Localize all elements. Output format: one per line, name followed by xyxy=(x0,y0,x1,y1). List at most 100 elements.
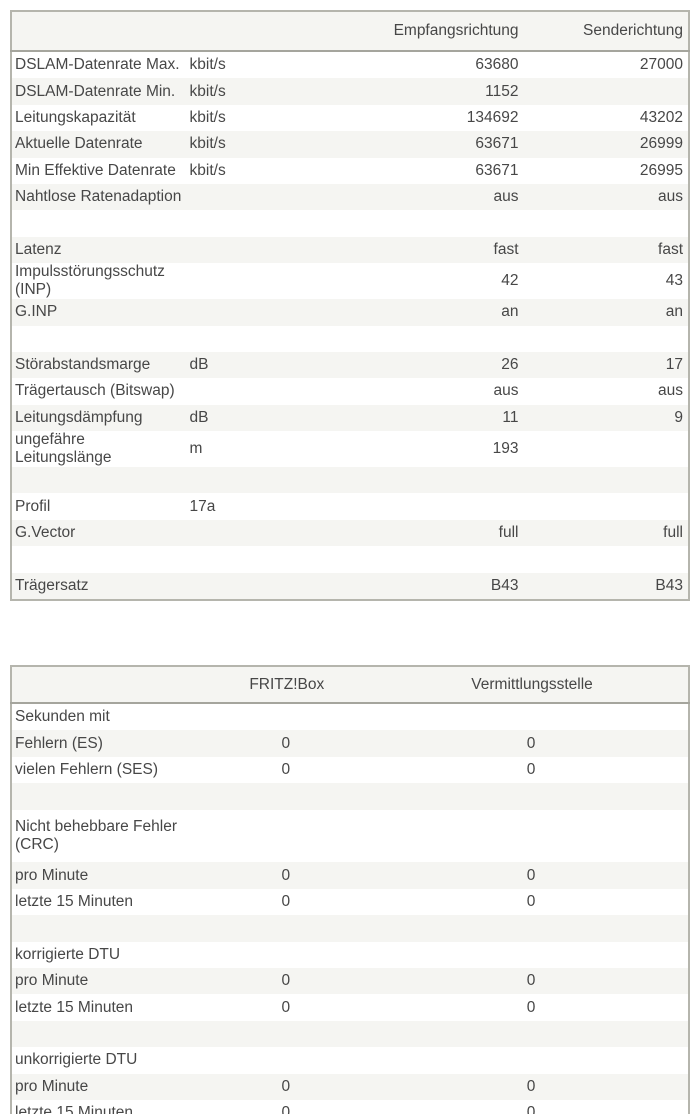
row-unit: kbit/s xyxy=(189,135,226,153)
row-label: vielen Fehlern (SES) xyxy=(15,761,159,778)
table-row: letzte 15 Minuten 0 0 xyxy=(11,889,689,915)
row-unit: dB xyxy=(189,356,209,374)
row-unit: kbit/s xyxy=(189,108,226,126)
header-spacer xyxy=(11,11,187,52)
rx-value xyxy=(330,546,524,572)
header-fritzbox: FRITZ!Box xyxy=(197,666,377,705)
rx-value: an xyxy=(501,303,519,321)
vermittlungsstelle-value xyxy=(376,915,689,941)
row-label: Trägertausch (Bitswap) xyxy=(15,382,175,400)
header-spacer xyxy=(186,11,330,52)
row-unit xyxy=(187,299,330,325)
row-label: Leitungskapazität xyxy=(15,108,136,126)
row-unit xyxy=(187,263,330,299)
fritzbox-value xyxy=(198,1047,377,1073)
fritzbox-value xyxy=(198,915,377,941)
row-label: Profil xyxy=(15,497,51,515)
row-label xyxy=(11,467,187,493)
vermittlungsstelle-value: 0 xyxy=(526,892,536,910)
row-unit xyxy=(187,378,330,404)
row-label: letzte 15 Minuten xyxy=(15,892,134,910)
row-unit xyxy=(187,326,330,352)
row-label xyxy=(11,546,187,572)
table-row: DSLAM-Datenrate Min. kbit/s 1152 xyxy=(11,78,689,105)
table-row: unkorrigierte DTU xyxy=(11,1047,689,1073)
row-label: unkorrigierte DTU xyxy=(15,1051,138,1069)
rx-value: B43 xyxy=(490,576,519,594)
vermittlungsstelle-value xyxy=(376,783,689,809)
tx-value: 26995 xyxy=(639,161,683,179)
fritzbox-value: 0 xyxy=(281,761,291,778)
tx-value: aus xyxy=(658,188,683,206)
row-label: G.Vector xyxy=(15,524,76,542)
row-label: Störabstandsmarge xyxy=(15,356,151,374)
table-row: Fehlern (ES) 0 0 xyxy=(11,730,689,757)
tx-value: 17 xyxy=(665,356,683,374)
row-label: letzte 15 Minuten xyxy=(15,1104,134,1114)
row-label: DSLAM-Datenrate Max. xyxy=(15,56,180,74)
tx-value xyxy=(524,467,690,493)
vermittlungsstelle-value: 0 xyxy=(526,1104,536,1114)
header-empfangsrichtung: Empfangsrichtung xyxy=(329,11,524,52)
table-row: Nahtlose Ratenadaption aus aus xyxy=(11,183,689,211)
fritzbox-value xyxy=(198,703,377,730)
fritzbox-value xyxy=(198,810,377,863)
dsl-information-page: { "colors": { "page_background": "#fffff… xyxy=(0,10,698,1114)
vermittlungsstelle-value: 0 xyxy=(526,866,536,884)
tx-value: an xyxy=(665,303,683,321)
fritzbox-value: 0 xyxy=(281,1104,291,1114)
tx-value: aus xyxy=(658,382,683,400)
vermittlungsstelle-value xyxy=(376,810,689,863)
row-label: Impulsstörungsschutz (INP) xyxy=(15,263,165,299)
table-row: pro Minute 0 0 xyxy=(11,1073,689,1100)
table-row xyxy=(11,1020,689,1048)
table-row xyxy=(11,467,690,494)
table-row: pro Minute 0 0 xyxy=(11,862,689,889)
row-unit xyxy=(187,573,330,600)
table-row: DSLAM-Datenrate Max. kbit/s 63680 27000 xyxy=(11,51,689,78)
row-unit: m xyxy=(189,440,203,458)
row-unit: kbit/s xyxy=(189,82,226,100)
table-row: vielen Fehlern (SES) 0 0 xyxy=(11,757,689,783)
rx-value: 11 xyxy=(502,408,519,426)
vermittlungsstelle-value xyxy=(376,1047,689,1073)
row-label: pro Minute xyxy=(15,972,89,990)
rx-value xyxy=(330,326,524,352)
row-label: ungefähre Leitungslänge xyxy=(15,431,112,467)
vermittlungsstelle-value xyxy=(376,942,689,968)
fritzbox-value: 0 xyxy=(281,866,291,884)
row-label: korrigierte DTU xyxy=(15,945,121,963)
rx-value: 63680 xyxy=(475,56,519,74)
fritzbox-value xyxy=(198,783,377,809)
vermittlungsstelle-value xyxy=(376,1021,689,1047)
table-row xyxy=(11,326,689,352)
table-row: G.INP an an xyxy=(11,299,689,326)
row-label: Aktuelle Datenrate xyxy=(15,135,143,153)
row-label xyxy=(11,210,187,236)
row-label: Leitungsdämpfung xyxy=(15,408,143,426)
table-row: Sekunden mit xyxy=(11,703,689,730)
header-senderichtung: Senderichtung xyxy=(523,11,689,52)
rx-value xyxy=(330,467,524,493)
tx-value: B43 xyxy=(655,576,683,594)
fritzbox-value: 0 xyxy=(281,972,291,990)
tx-value: 43202 xyxy=(639,108,683,126)
table-row: Profil 17a xyxy=(11,493,689,519)
vermittlungsstelle-value: 0 xyxy=(526,761,536,778)
row-label: G.INP xyxy=(15,303,58,321)
row-unit xyxy=(187,184,330,210)
vermittlungsstelle-value: 0 xyxy=(526,998,536,1016)
table-row: Latenz fast fast xyxy=(11,236,689,264)
row-label: pro Minute xyxy=(15,866,89,884)
table-row: Störabstandsmarge dB 26 17 xyxy=(11,351,689,379)
row-label: DSLAM-Datenrate Min. xyxy=(15,82,176,100)
tx-value: 27000 xyxy=(639,56,683,74)
tx-value xyxy=(524,493,690,519)
fritzbox-value: 0 xyxy=(281,892,291,910)
fritzbox-value: 0 xyxy=(281,1077,291,1095)
table-row: Nicht behebbare Fehler (CRC) xyxy=(11,810,689,863)
rx-value: 42 xyxy=(501,272,519,290)
table-row: letzte 15 Minuten 0 0 xyxy=(11,994,689,1020)
row-unit: 17a xyxy=(189,497,216,515)
table-row: Trägersatz B43 B43 xyxy=(11,572,689,601)
